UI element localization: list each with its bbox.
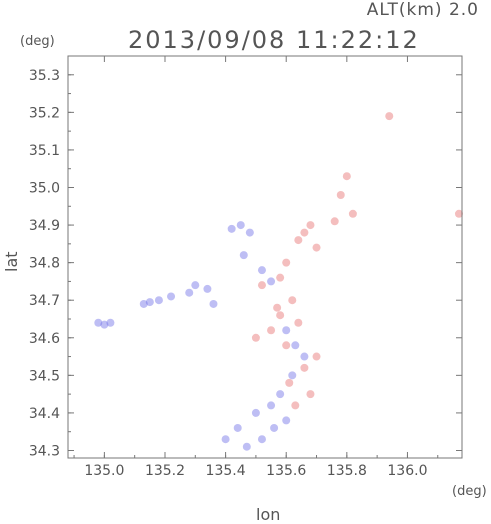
data-point (348, 209, 357, 218)
data-point (245, 228, 254, 237)
axis-ticks: 135.0 135.2 135.4 135.6 135.8 136.0 34.3 34.4 34… (29, 55, 462, 479)
x-axis-label: lon (256, 505, 281, 524)
data-point (300, 363, 309, 372)
data-point (233, 423, 242, 432)
x-tick-label: 135.8 (327, 463, 367, 479)
data-point (167, 292, 176, 301)
data-point (270, 423, 279, 432)
y-tick-label: 34.6 (29, 331, 60, 347)
altitude-label: ALT(km) 2.0 (366, 0, 479, 20)
x-tick-label: 136.0 (387, 463, 427, 479)
data-point (276, 273, 285, 282)
data-point (312, 352, 321, 361)
data-point (236, 221, 245, 230)
data-point (454, 209, 463, 218)
data-point (330, 217, 339, 226)
data-point (336, 191, 345, 200)
data-point (257, 266, 266, 275)
x-tick-label: 135.6 (266, 463, 306, 479)
y-tick-label: 34.3 (29, 443, 60, 459)
y-tick-label: 35.0 (29, 180, 60, 196)
y-tick-label: 35.3 (29, 68, 60, 84)
data-point (267, 277, 276, 286)
data-point (306, 221, 315, 230)
data-point (154, 296, 163, 305)
data-point (276, 390, 285, 399)
data-point (251, 408, 260, 417)
data-point (221, 435, 230, 444)
data-point (267, 401, 276, 410)
data-point (267, 326, 276, 335)
data-point (300, 352, 309, 361)
data-point (294, 236, 303, 245)
data-point (239, 251, 248, 260)
x-tick-label: 135.2 (145, 463, 185, 479)
data-point (191, 281, 200, 290)
data-point (273, 303, 282, 312)
data-point (282, 341, 291, 350)
data-point (100, 320, 109, 329)
data-point (251, 333, 260, 342)
y-tick-label: 34.9 (29, 218, 60, 234)
chart-title-timestamp: 2013/09/08 11:22:12 (128, 26, 420, 54)
data-point (291, 341, 300, 350)
y-tick-label: 34.5 (29, 368, 60, 384)
y-tick-label: 34.4 (29, 406, 60, 422)
y-tick-label: 35.2 (29, 105, 60, 121)
data-point (282, 416, 291, 425)
y-tick-label: 35.1 (29, 143, 60, 159)
data-point (291, 401, 300, 410)
data-point (285, 378, 294, 387)
data-point (185, 288, 194, 297)
data-point (209, 299, 218, 308)
data-point (282, 258, 291, 267)
data-point (294, 318, 303, 327)
x-axis-unit: (deg) (452, 484, 487, 499)
y-tick-label: 34.7 (29, 293, 60, 309)
x-tick-label: 135.0 (84, 463, 124, 479)
data-point (94, 318, 103, 327)
data-point (257, 281, 266, 290)
data-point (257, 435, 266, 444)
data-point (385, 112, 394, 121)
data-point (312, 243, 321, 252)
data-point (242, 442, 251, 451)
data-marks (94, 112, 463, 451)
data-point (276, 311, 285, 320)
data-point (288, 371, 297, 380)
data-point (139, 299, 148, 308)
data-point (282, 326, 291, 335)
data-point (145, 298, 154, 307)
plot-frame (67, 55, 463, 459)
x-tick-label: 135.4 (206, 463, 246, 479)
data-point (203, 284, 212, 293)
y-tick-label: 34.8 (29, 256, 60, 272)
data-point (306, 390, 315, 399)
data-point (227, 224, 236, 233)
y-axis-unit: (deg) (20, 34, 55, 49)
data-point (300, 228, 309, 237)
data-point (288, 296, 297, 305)
data-point (106, 318, 115, 327)
data-point (342, 172, 351, 181)
